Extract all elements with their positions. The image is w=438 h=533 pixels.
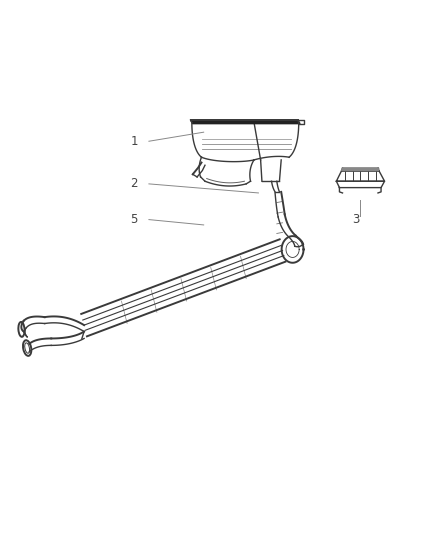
Text: 5: 5 [131,213,138,226]
Text: 2: 2 [131,177,138,190]
Polygon shape [191,120,300,124]
Polygon shape [342,168,379,171]
Text: 1: 1 [131,135,138,148]
Text: 3: 3 [353,213,360,226]
